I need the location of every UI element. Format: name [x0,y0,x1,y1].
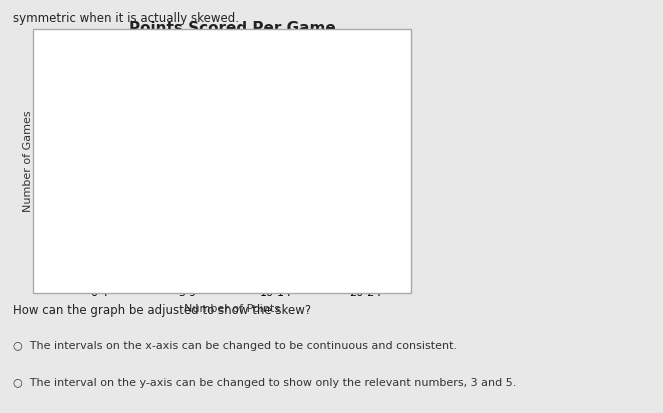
Title: Points Scored Per Game: Points Scored Per Game [129,21,335,36]
Bar [55,169,143,281]
Text: ○  The intervals on the x-axis can be changed to be continuous and consistent.: ○ The intervals on the x-axis can be cha… [13,341,457,351]
X-axis label: Number of Points: Number of Points [184,304,280,314]
Y-axis label: Number of Games: Number of Games [23,110,32,212]
Text: ○  The interval on the y-axis can be changed to show only the relevant numbers, : ○ The interval on the y-axis can be chan… [13,378,516,388]
Text: symmetric when it is actually skewed.: symmetric when it is actually skewed. [13,12,239,25]
Bar [232,94,321,281]
Bar [143,94,232,281]
Bar [321,169,409,281]
Text: How can the graph be adjusted to show the skew?: How can the graph be adjusted to show th… [13,304,312,316]
